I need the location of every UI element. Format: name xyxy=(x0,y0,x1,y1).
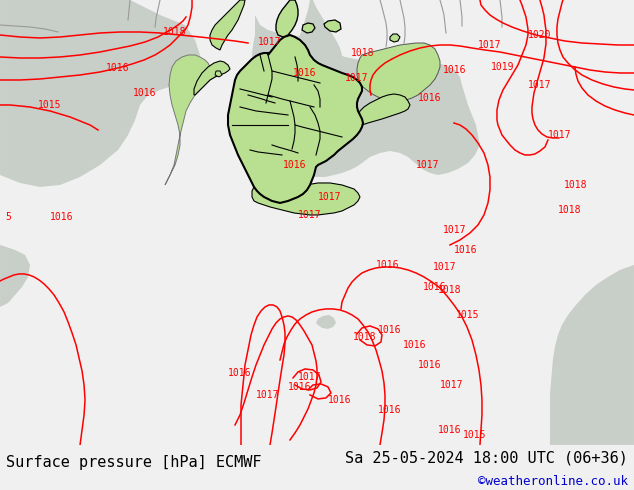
Polygon shape xyxy=(296,0,342,81)
Text: 1017: 1017 xyxy=(443,225,467,235)
Text: 1015: 1015 xyxy=(38,100,61,110)
Text: 1016: 1016 xyxy=(424,282,447,292)
Polygon shape xyxy=(194,61,230,95)
Text: 1017: 1017 xyxy=(433,262,456,272)
Text: 1017: 1017 xyxy=(417,160,440,170)
Polygon shape xyxy=(550,265,634,445)
Polygon shape xyxy=(228,35,363,203)
Text: 1017: 1017 xyxy=(548,130,572,140)
Text: 1016: 1016 xyxy=(454,245,478,255)
Text: 1018: 1018 xyxy=(564,180,588,190)
Polygon shape xyxy=(165,55,220,185)
Text: 1016: 1016 xyxy=(294,68,317,78)
Text: 1018: 1018 xyxy=(353,332,377,342)
Text: 1016: 1016 xyxy=(133,88,157,98)
Text: 1017: 1017 xyxy=(528,80,552,90)
Text: 1016: 1016 xyxy=(378,325,402,335)
Text: 1016: 1016 xyxy=(438,425,462,435)
Text: 1018: 1018 xyxy=(438,285,462,295)
Text: ©weatheronline.co.uk: ©weatheronline.co.uk xyxy=(477,475,628,489)
Polygon shape xyxy=(276,0,298,37)
Text: 1017: 1017 xyxy=(258,37,281,47)
Text: 1018: 1018 xyxy=(351,48,375,58)
Polygon shape xyxy=(0,0,200,187)
Text: 1015: 1015 xyxy=(456,310,480,320)
Text: 1016: 1016 xyxy=(378,405,402,415)
Text: 1017: 1017 xyxy=(298,372,321,382)
Text: 1018: 1018 xyxy=(558,205,582,215)
Polygon shape xyxy=(210,0,245,50)
Polygon shape xyxy=(302,23,315,33)
Text: 1017: 1017 xyxy=(298,210,321,220)
Text: 1015: 1015 xyxy=(463,430,487,440)
Text: 1016: 1016 xyxy=(328,395,352,405)
Text: 1018: 1018 xyxy=(164,27,187,37)
Text: 1016: 1016 xyxy=(283,160,307,170)
Text: 1016: 1016 xyxy=(418,360,442,370)
Polygon shape xyxy=(390,34,400,42)
Polygon shape xyxy=(324,20,341,32)
Text: Surface pressure [hPa] ECMWF: Surface pressure [hPa] ECMWF xyxy=(6,455,262,470)
Text: 1017: 1017 xyxy=(478,40,501,50)
Text: Sa 25-05-2024 18:00 UTC (06+36): Sa 25-05-2024 18:00 UTC (06+36) xyxy=(345,451,628,466)
Text: 1016: 1016 xyxy=(443,65,467,75)
Text: 1016: 1016 xyxy=(376,260,400,270)
Text: 1017: 1017 xyxy=(256,390,280,400)
Text: 5: 5 xyxy=(5,212,11,222)
Polygon shape xyxy=(357,43,440,101)
Text: 1016: 1016 xyxy=(418,93,442,103)
Text: 1016: 1016 xyxy=(228,368,252,378)
Polygon shape xyxy=(215,71,222,77)
Text: 1017: 1017 xyxy=(440,380,463,390)
Text: 1016: 1016 xyxy=(403,340,427,350)
Text: 1016: 1016 xyxy=(50,212,74,222)
Text: 1017: 1017 xyxy=(318,192,342,202)
Polygon shape xyxy=(316,315,336,329)
Polygon shape xyxy=(252,183,360,215)
Text: 1017: 1017 xyxy=(346,73,369,83)
Text: 1020: 1020 xyxy=(528,30,552,40)
Text: 1016: 1016 xyxy=(107,63,130,73)
Polygon shape xyxy=(0,245,30,445)
Polygon shape xyxy=(358,94,410,125)
Text: 1016: 1016 xyxy=(288,382,312,392)
Polygon shape xyxy=(252,0,480,177)
Text: 1019: 1019 xyxy=(491,62,515,72)
